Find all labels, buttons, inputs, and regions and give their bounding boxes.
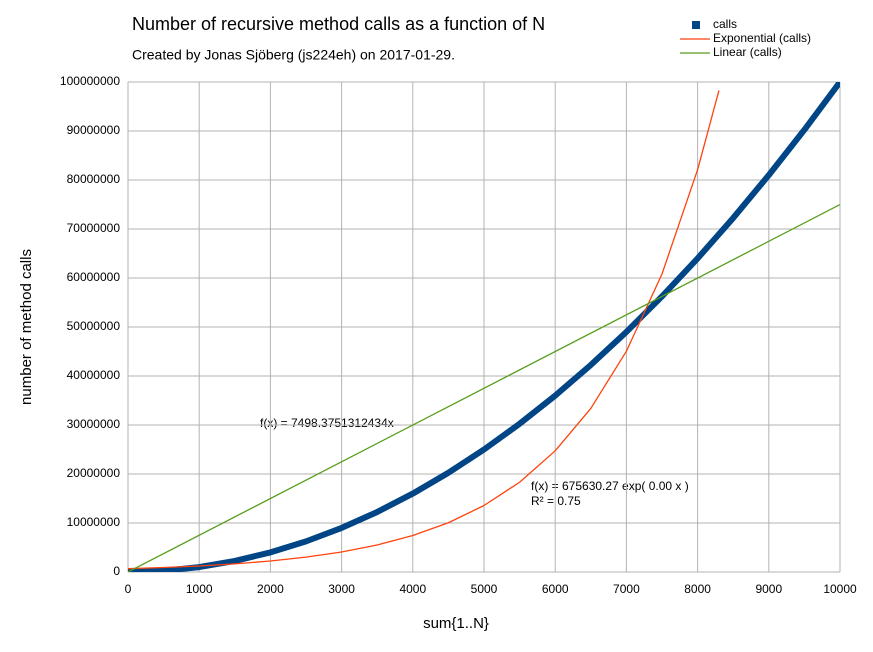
x-tick-label: 0 xyxy=(125,582,132,596)
chart-subtitle: Created by Jonas Sjöberg (js224eh) on 20… xyxy=(132,47,455,63)
legend-label: Linear (calls) xyxy=(713,45,782,59)
y-tick-label: 0 xyxy=(113,564,120,578)
y-tick-label: 20000000 xyxy=(67,466,121,480)
plot-area xyxy=(128,82,840,572)
x-tick-label: 7000 xyxy=(613,582,640,596)
x-tick-label: 10000 xyxy=(823,582,857,596)
series-line xyxy=(128,82,840,572)
y-tick-label: 50000000 xyxy=(67,319,121,333)
y-tick-label: 80000000 xyxy=(67,172,121,186)
x-axis-label: sum{1..N} xyxy=(423,615,489,632)
x-tick-label: 8000 xyxy=(684,582,711,596)
annotation: f(x) = 7498.3751312434x xyxy=(260,416,394,430)
x-tick-label: 5000 xyxy=(471,582,498,596)
annotation: R² = 0.75 xyxy=(531,494,581,508)
y-axis-label: number of method calls xyxy=(18,249,35,405)
y-tick-label: 90000000 xyxy=(67,123,121,137)
y-tick-label: 100000000 xyxy=(60,74,120,88)
y-tick-label: 70000000 xyxy=(67,221,121,235)
y-tick-label: 10000000 xyxy=(67,515,121,529)
y-tick-label: 30000000 xyxy=(67,417,121,431)
legend-label: calls xyxy=(713,17,737,31)
annotation: f(x) = 675630.27 exp( 0.00 x ) xyxy=(531,479,689,493)
x-tick-label: 3000 xyxy=(328,582,355,596)
x-tick-label: 9000 xyxy=(755,582,782,596)
legend-marker xyxy=(692,21,700,29)
x-tick-label: 1000 xyxy=(186,582,213,596)
x-tick-label: 4000 xyxy=(399,582,426,596)
series-line xyxy=(128,90,720,570)
y-tick-label: 60000000 xyxy=(67,270,121,284)
legend-label: Exponential (calls) xyxy=(713,31,811,45)
x-tick-label: 6000 xyxy=(542,582,569,596)
series-line xyxy=(128,204,840,572)
y-tick-label: 40000000 xyxy=(67,368,121,382)
chart-title: Number of recursive method calls as a fu… xyxy=(132,14,545,34)
x-tick-label: 2000 xyxy=(257,582,284,596)
